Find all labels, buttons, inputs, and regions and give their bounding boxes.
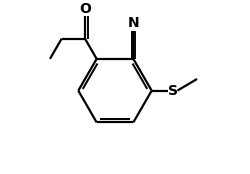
Text: S: S [168, 84, 178, 98]
Text: O: O [79, 2, 91, 16]
Text: N: N [128, 16, 139, 30]
